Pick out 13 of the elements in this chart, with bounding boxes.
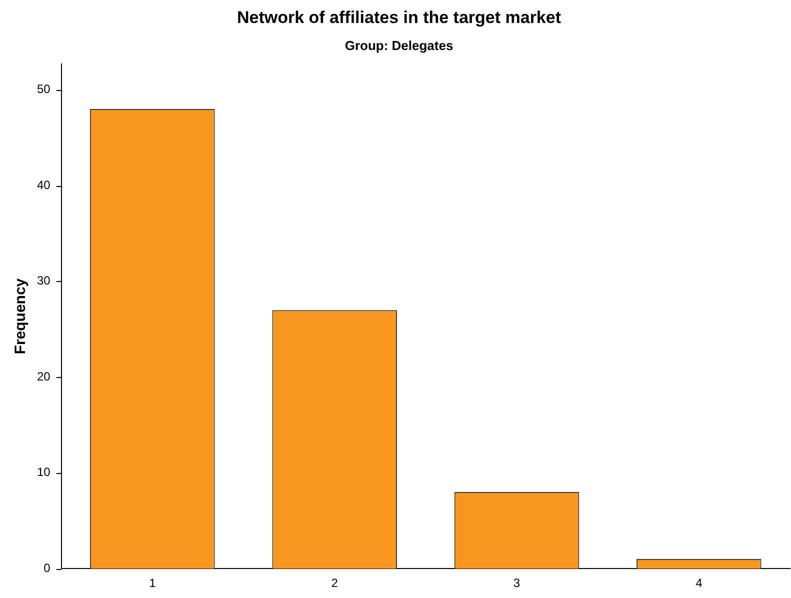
y-tick-label: 20 — [36, 369, 51, 384]
y-tick-label: 0 — [44, 560, 51, 575]
chart-subtitle: Group: Delegates — [344, 38, 454, 53]
y-tick-label: 40 — [36, 178, 51, 192]
x-tick-label: 1 — [149, 576, 156, 590]
x-tick-label: 2 — [331, 576, 338, 590]
x-tick-label: 4 — [696, 576, 703, 590]
y-axis-title: Frequency — [12, 278, 30, 354]
x-tick-label: 3 — [513, 576, 520, 590]
y-tick-label: 50 — [36, 82, 51, 96]
y-tick-label: 10 — [36, 465, 51, 480]
chart-title: Network of affiliates in the target market — [236, 8, 562, 27]
y-tick-label: 30 — [36, 274, 51, 288]
